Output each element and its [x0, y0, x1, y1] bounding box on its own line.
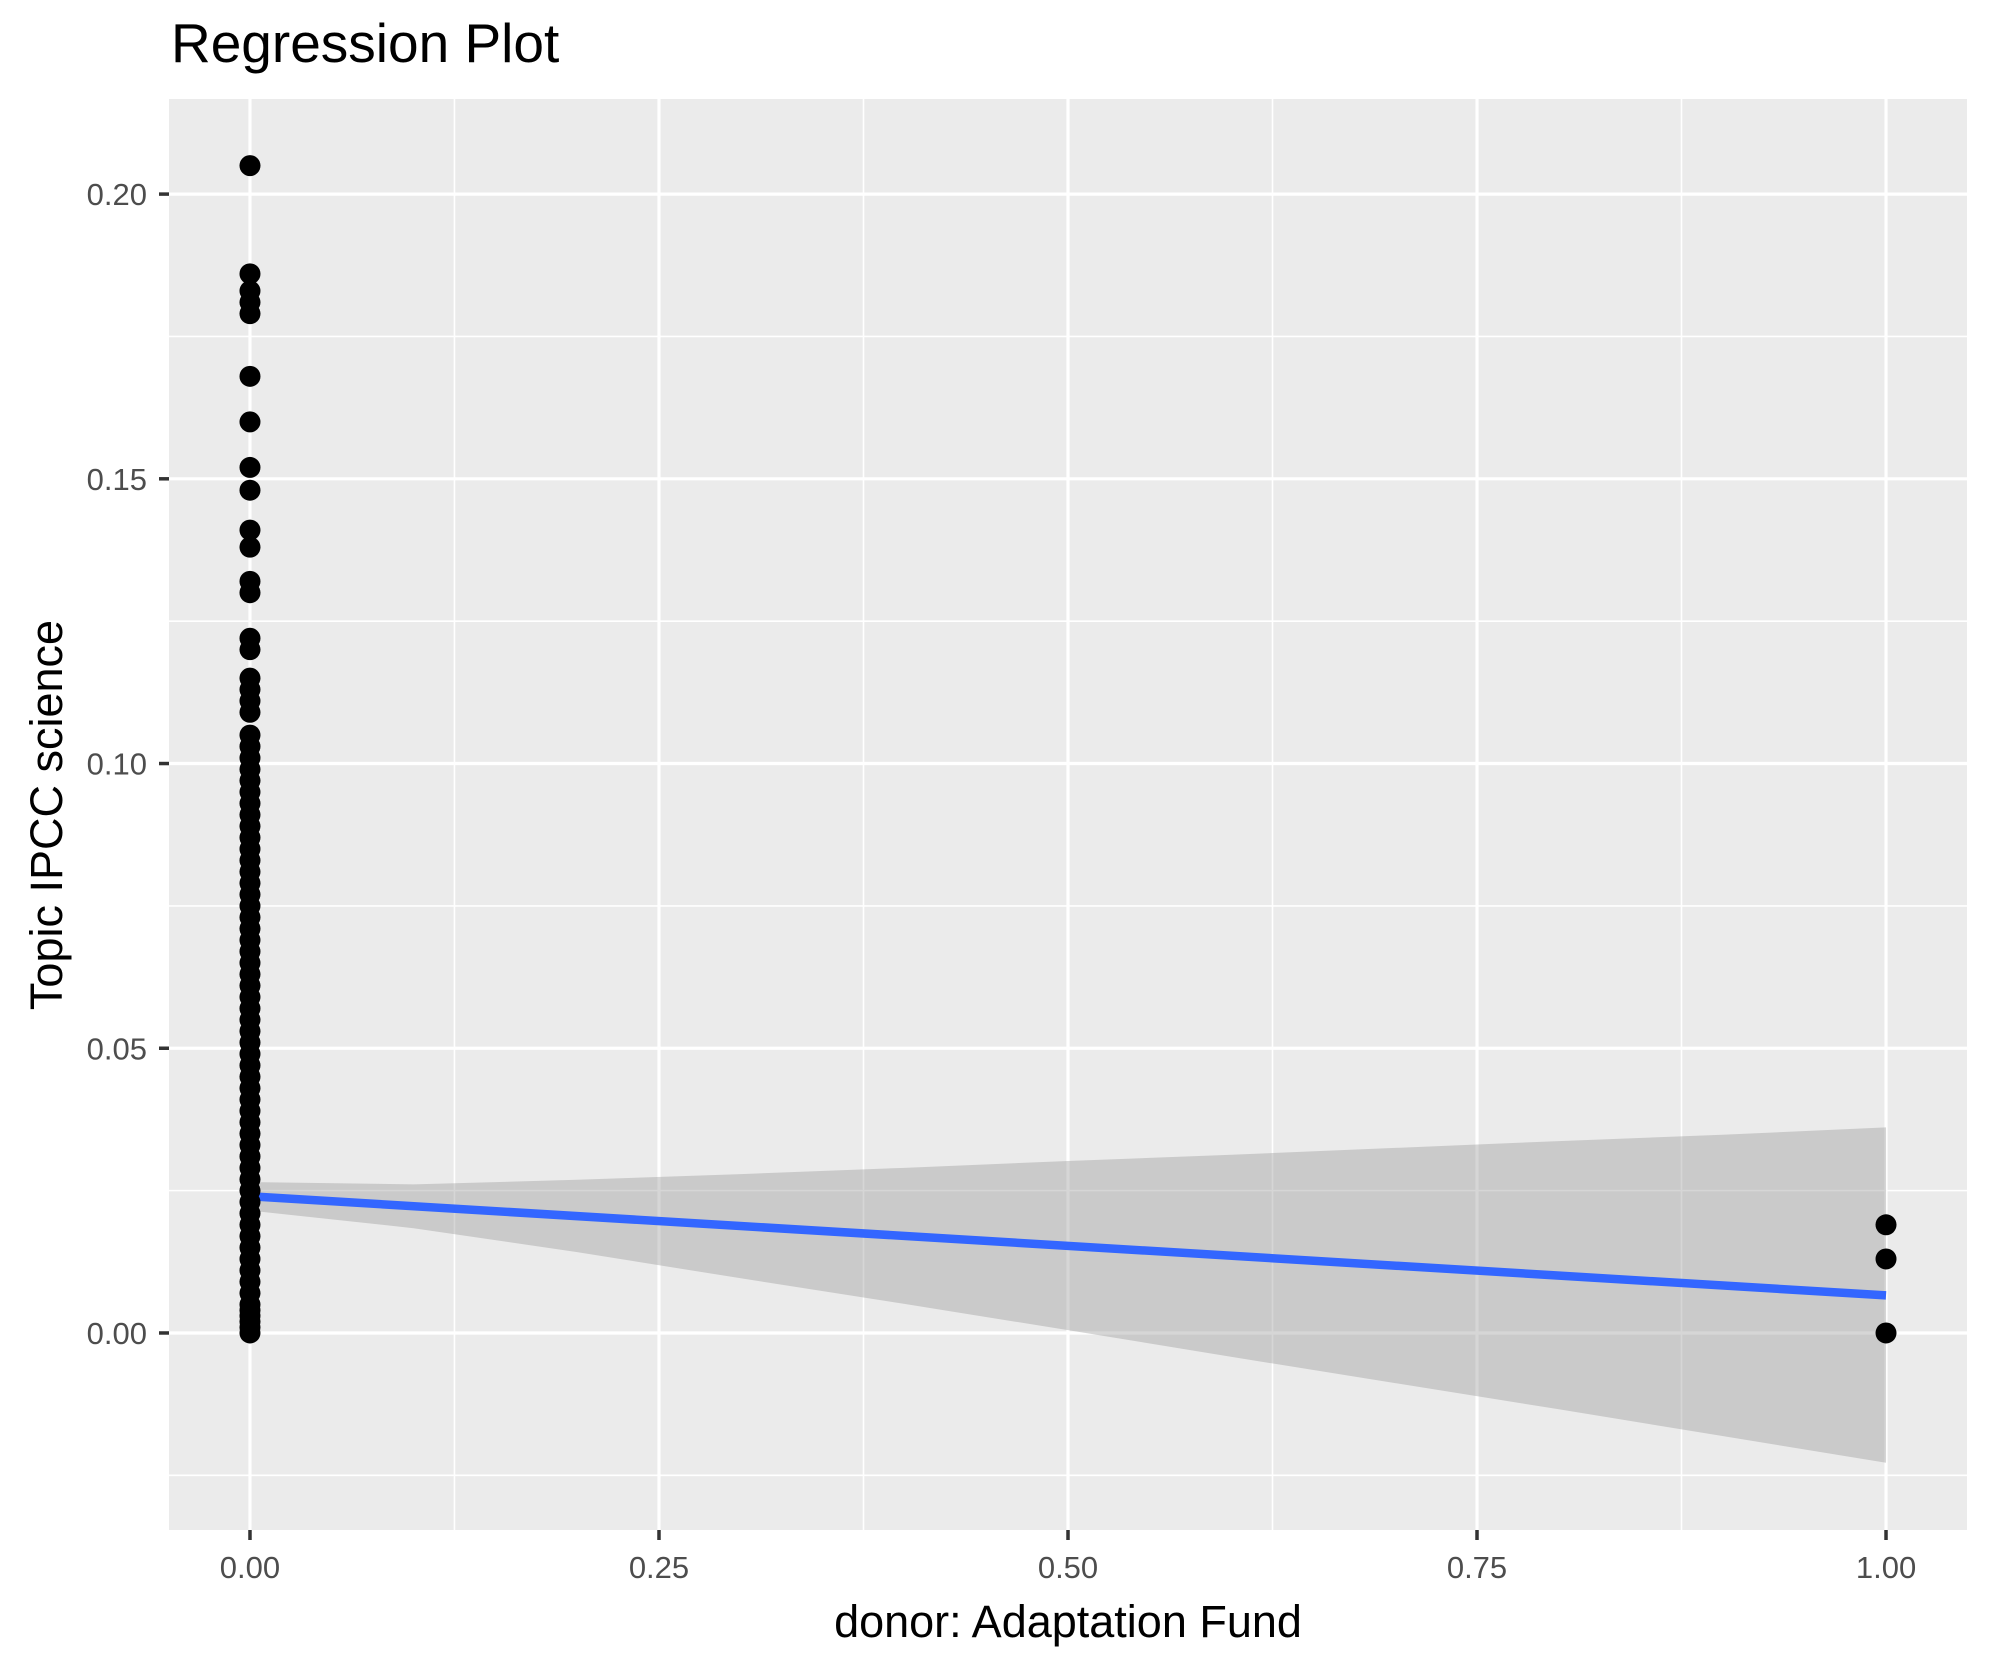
scatter-point [239, 155, 261, 177]
x-tick-label: 0.75 [1447, 1550, 1507, 1585]
y-tick-label: 0.10 [87, 747, 147, 782]
x-axis-title: donor: Adaptation Fund [834, 1596, 1302, 1647]
scatter-point [239, 519, 261, 541]
scatter-point [239, 303, 261, 325]
scatter-point [1875, 1248, 1897, 1270]
scatter-point [239, 456, 261, 478]
scatter-point [239, 411, 261, 433]
scatter-point [1875, 1322, 1897, 1344]
confidence-ribbon [249, 1127, 1887, 1463]
x-tick-label: 1.00 [1856, 1550, 1916, 1585]
y-tick-label: 0.20 [87, 177, 147, 212]
x-tick-label: 0.00 [220, 1550, 280, 1585]
scatter-point [239, 536, 261, 558]
scatter-point [239, 701, 261, 723]
scatter-point [1875, 1214, 1897, 1236]
y-axis-title: Topic IPCC science [21, 619, 72, 1011]
scatter-point [239, 1322, 261, 1344]
y-tick-label: 0.15 [87, 462, 147, 497]
scatter-point [239, 582, 261, 604]
y-tick-label: 0.00 [87, 1316, 147, 1351]
plot-title: Regression Plot [171, 12, 560, 74]
x-tick-label: 0.50 [1038, 1550, 1098, 1585]
scatter-point [239, 639, 261, 661]
scatter-point [239, 365, 261, 387]
scatter-point [239, 263, 261, 285]
y-tick-label: 0.05 [87, 1031, 147, 1066]
regression-line [249, 1192, 1887, 1300]
x-tick-label: 0.25 [629, 1550, 689, 1585]
scatter-point [239, 479, 261, 501]
